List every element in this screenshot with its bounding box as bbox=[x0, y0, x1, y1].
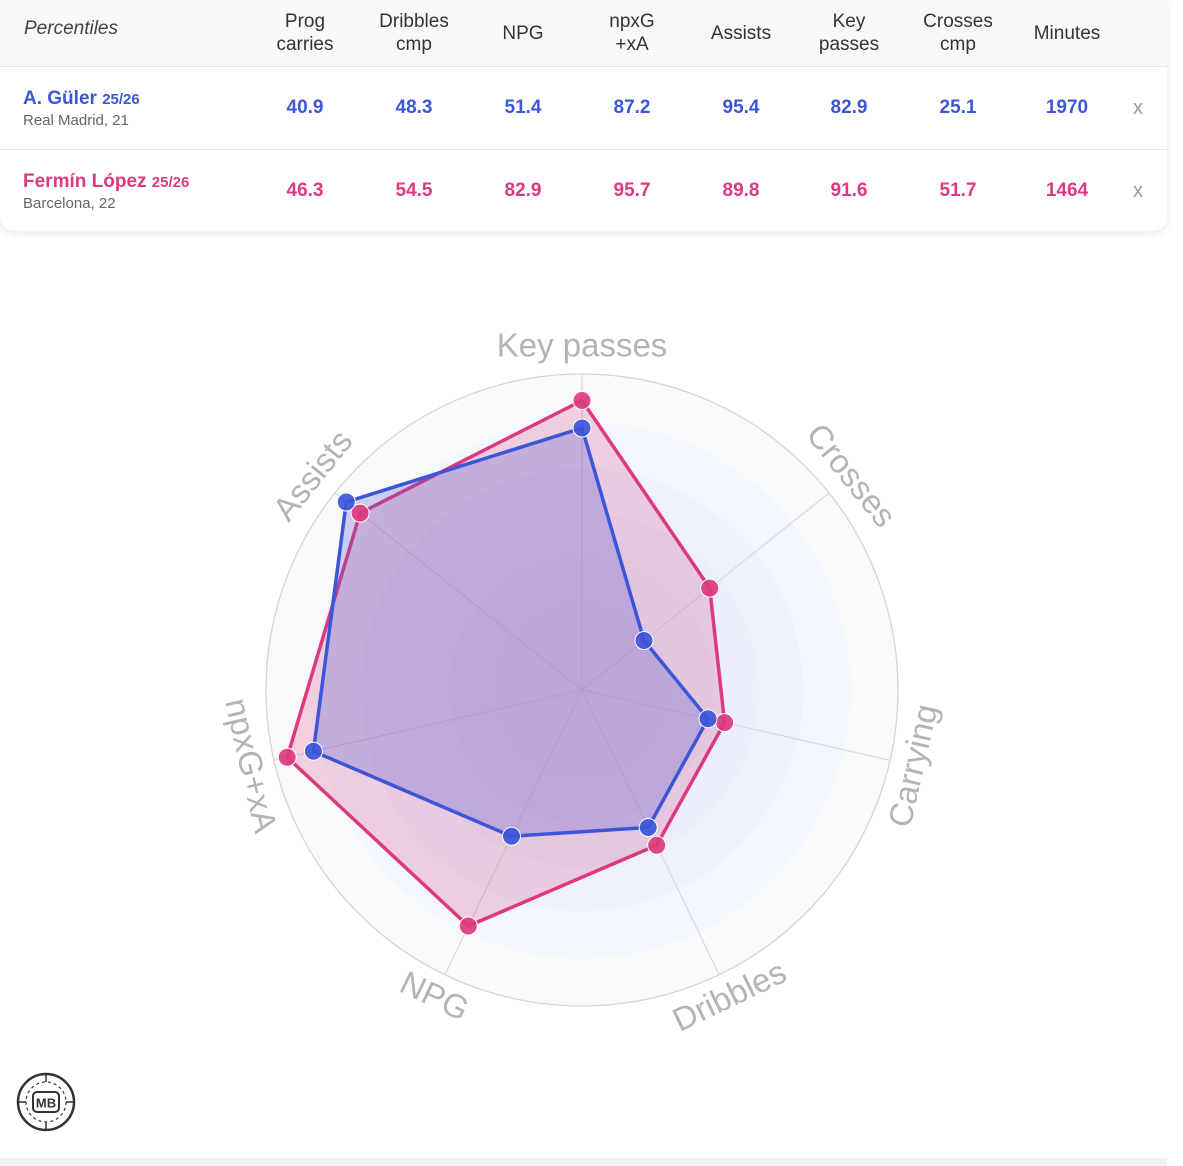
data-point-s1-6 bbox=[350, 503, 370, 523]
player-name-text: A. Güler bbox=[23, 88, 97, 109]
data-point-s0-0 bbox=[572, 418, 592, 438]
player-row-guler: A. Güler 25/26 Real Madrid, 21 40.9 48.3… bbox=[0, 67, 1167, 150]
player-season: 25/26 bbox=[151, 174, 190, 191]
player-name[interactable]: Fermín López 25/26 bbox=[23, 171, 189, 193]
axis-label-0: Key passes bbox=[497, 327, 668, 364]
series-area-1 bbox=[285, 398, 727, 928]
comparison-table: Percentiles Prog carries Dribbles cmp NP… bbox=[0, 0, 1167, 231]
value-assists: 95.4 bbox=[722, 97, 760, 118]
data-point-s0-5 bbox=[303, 741, 323, 761]
player-season: 25/26 bbox=[102, 91, 140, 108]
value-npg: 51.4 bbox=[504, 97, 542, 118]
col-header-npg: NPG bbox=[502, 22, 544, 44]
col-header-npxg-xa: npxG +xA bbox=[609, 11, 655, 55]
value-npxg-xa: 87.2 bbox=[613, 97, 651, 118]
data-point-s1-2 bbox=[715, 713, 735, 733]
col-header-dribbles-cmp: Dribbles cmp bbox=[379, 11, 449, 55]
col-header-minutes: Minutes bbox=[1033, 22, 1101, 44]
value-minutes: 1464 bbox=[1045, 180, 1089, 201]
player-name-text: Fermín López bbox=[23, 171, 147, 192]
data-point-s0-3 bbox=[638, 818, 658, 837]
data-point-s0-6 bbox=[336, 492, 356, 512]
data-point-s1-3 bbox=[647, 835, 667, 855]
value-prog-carries: 40.9 bbox=[286, 97, 324, 118]
logo-text: MB bbox=[36, 1096, 56, 1111]
data-point-s1-1 bbox=[700, 578, 720, 598]
data-point-s0-2 bbox=[698, 709, 718, 729]
col-header-assists: Assists bbox=[710, 22, 772, 44]
player-team: Real Madrid, 21 bbox=[23, 112, 129, 129]
value-dribbles-cmp: 54.5 bbox=[395, 180, 433, 201]
col-header-key-passes: Key passes bbox=[818, 11, 880, 55]
radar-axis-2 bbox=[581, 689, 891, 761]
table-header: Percentiles Prog carries Dribbles cmp NP… bbox=[0, 0, 1167, 67]
value-crosses-cmp: 51.7 bbox=[939, 180, 977, 201]
player-name[interactable]: A. Güler 25/26 bbox=[23, 88, 140, 110]
footer-divider bbox=[0, 1158, 1167, 1166]
col-header-prog-carries: Prog carries bbox=[276, 11, 334, 55]
radar-axis-6 bbox=[334, 492, 583, 691]
player-row-lopez: Fermín López 25/26 Barcelona, 22 46.3 54… bbox=[0, 150, 1167, 231]
remove-player-button[interactable]: x bbox=[1133, 179, 1143, 202]
data-point-s0-1 bbox=[634, 631, 654, 650]
data-point-s1-5 bbox=[277, 747, 297, 767]
data-point-s1-4 bbox=[458, 916, 478, 936]
remove-player-button[interactable]: x bbox=[1133, 96, 1143, 119]
value-key-passes: 82.9 bbox=[830, 97, 868, 118]
value-npg: 82.9 bbox=[504, 180, 542, 201]
series-area-0 bbox=[311, 426, 710, 839]
value-assists: 89.8 bbox=[722, 180, 760, 201]
value-npxg-xa: 95.7 bbox=[613, 180, 651, 201]
mb-logo: MB bbox=[16, 1072, 76, 1132]
data-point-s0-4 bbox=[502, 826, 521, 846]
value-prog-carries: 46.3 bbox=[286, 180, 324, 201]
percentiles-label: Percentiles bbox=[24, 18, 118, 39]
value-dribbles-cmp: 48.3 bbox=[395, 97, 433, 118]
value-key-passes: 91.6 bbox=[830, 180, 868, 201]
player-team: Barcelona, 22 bbox=[23, 195, 116, 212]
data-point-s1-0 bbox=[572, 391, 592, 410]
col-header-crosses-cmp: Crosses cmp bbox=[923, 11, 993, 55]
radar-axis-5 bbox=[273, 689, 583, 761]
value-minutes: 1970 bbox=[1045, 97, 1089, 118]
radar-chart: Key passesCrossesCarryingDribblesNPGnpxG… bbox=[218, 327, 945, 1039]
value-crosses-cmp: 25.1 bbox=[939, 97, 977, 118]
